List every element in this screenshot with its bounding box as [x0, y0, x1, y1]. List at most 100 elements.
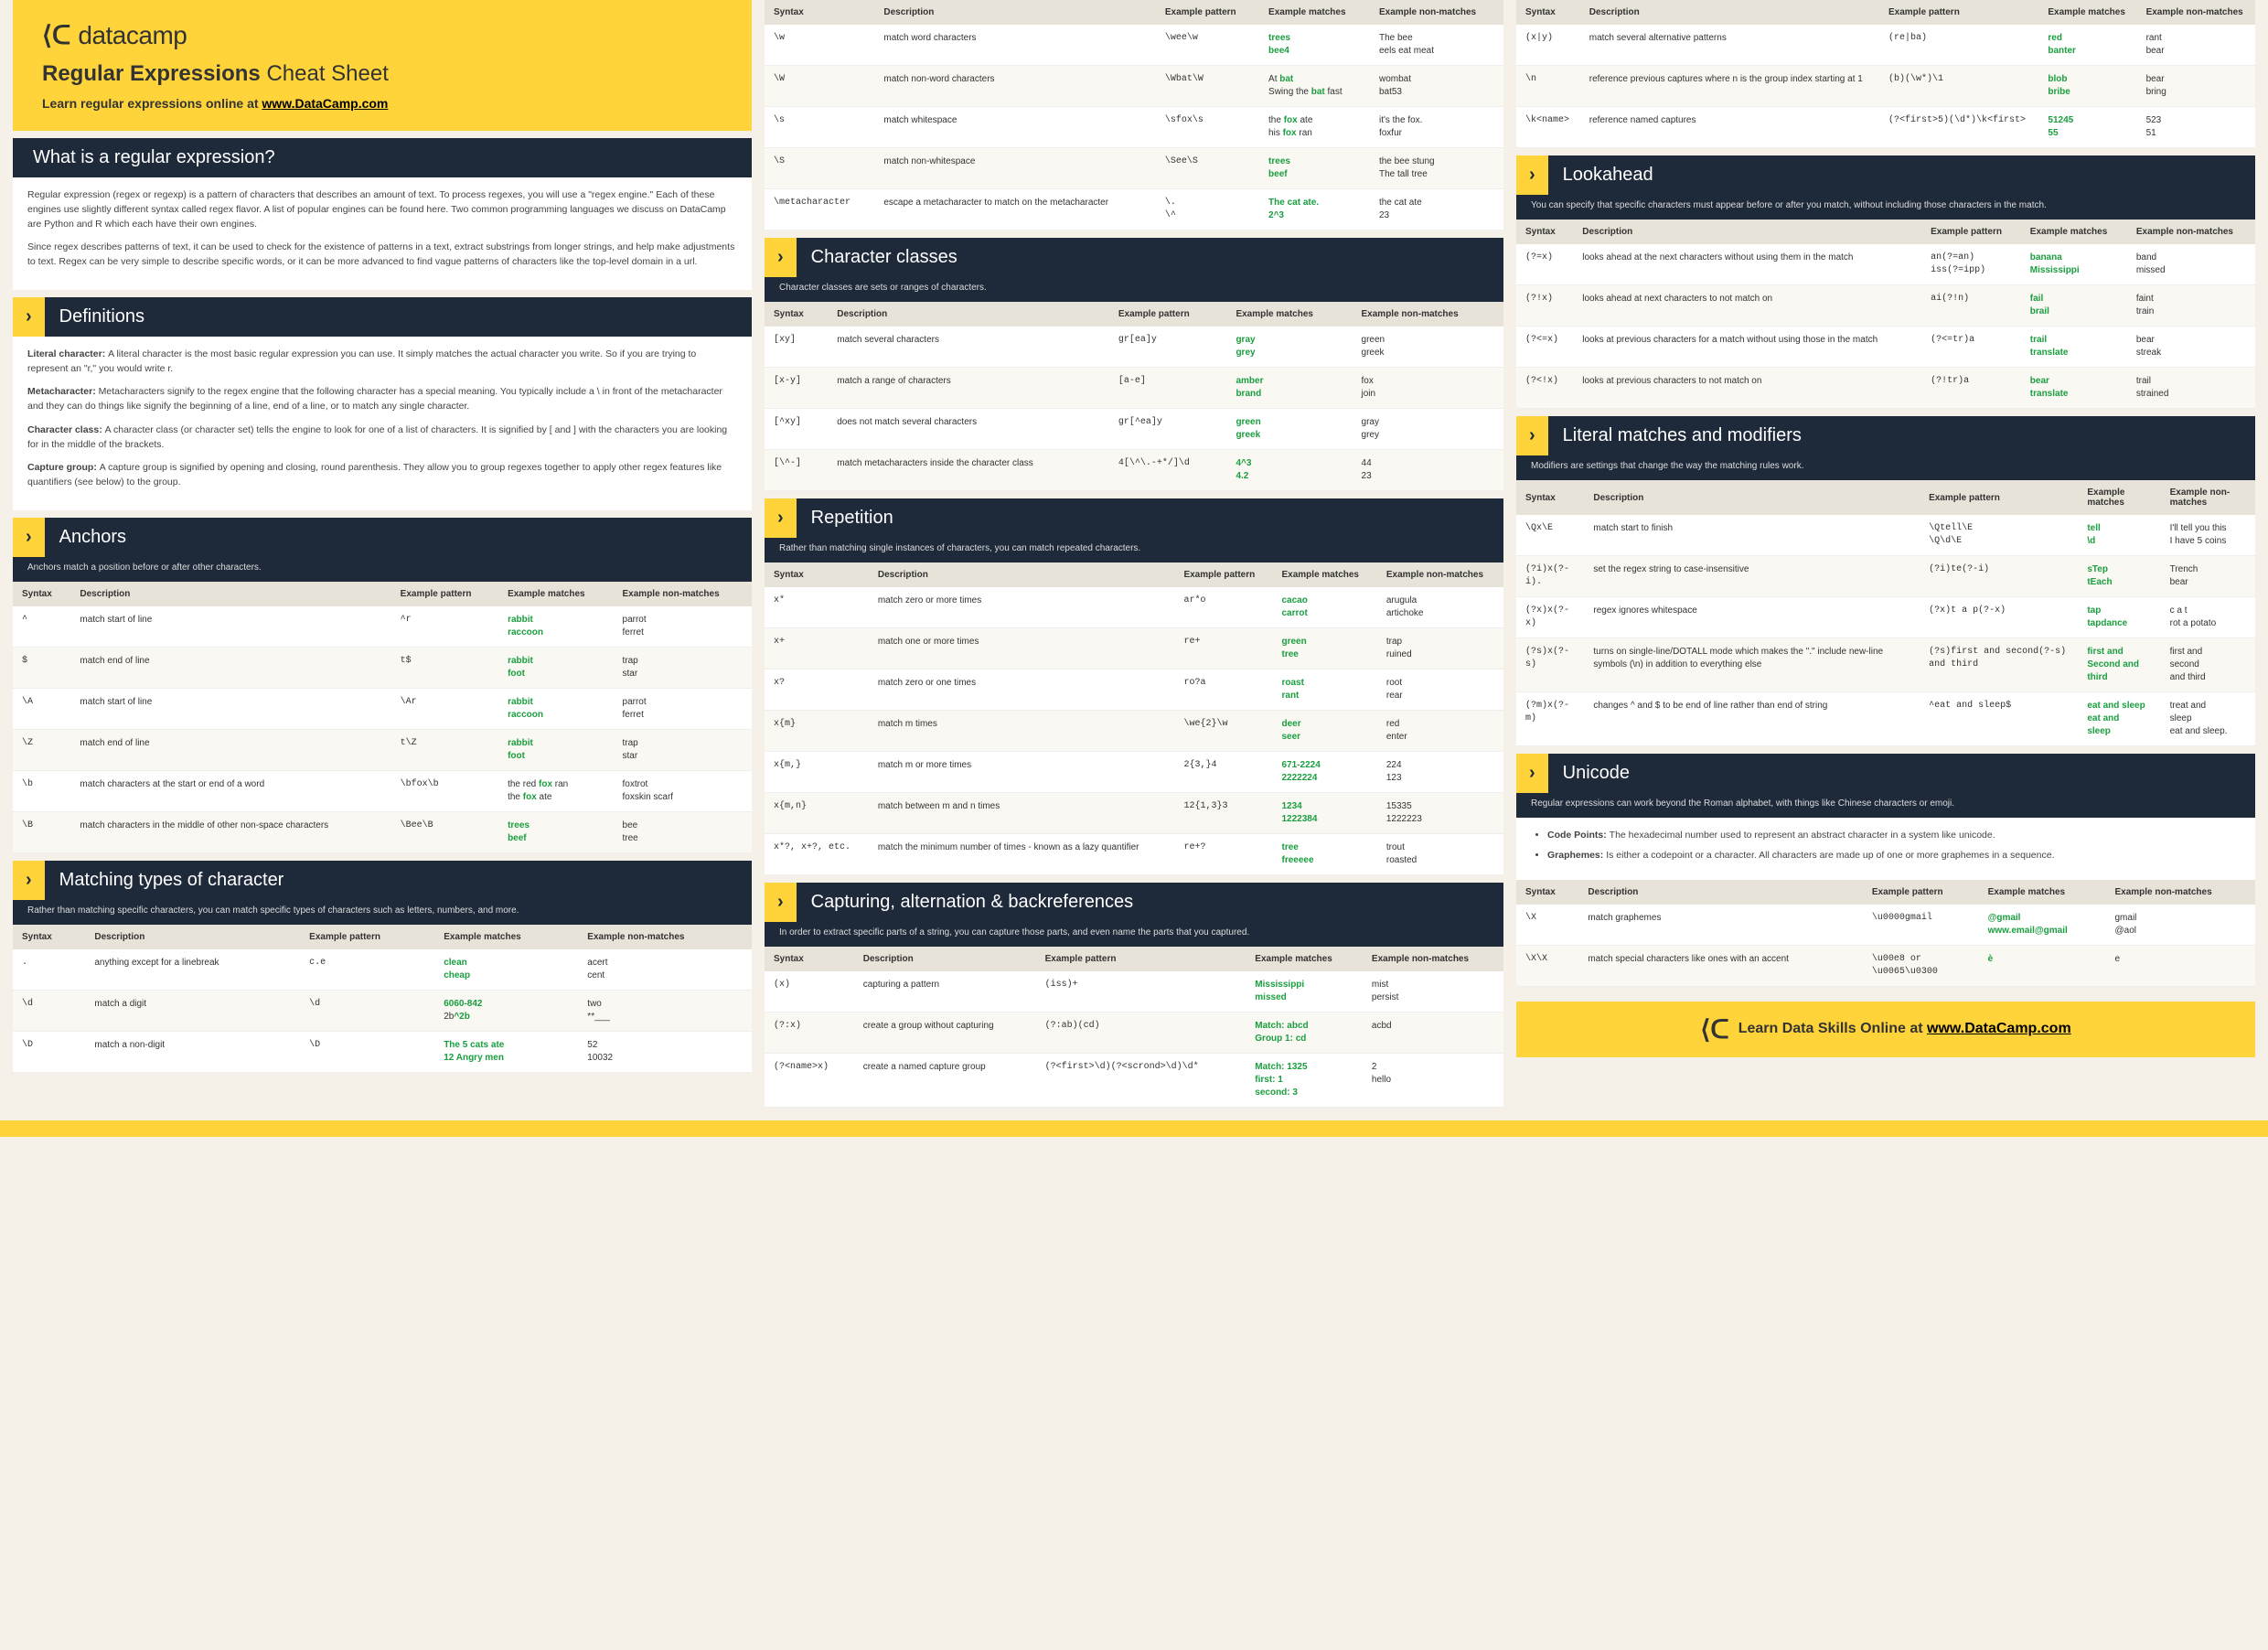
table-row: x*?, x+?, etc.match the minimum number o… — [765, 834, 1503, 875]
table-cell: reference previous captures where n is t… — [1580, 66, 1879, 107]
footer-link[interactable]: www.DataCamp.com — [1927, 1021, 2071, 1036]
table-cell: 4^34.2 — [1226, 450, 1352, 491]
table-cell: (?:x) — [765, 1012, 854, 1054]
table-cell: trapstar — [614, 647, 752, 688]
table-cell: 4423 — [1353, 450, 1503, 491]
section-char-classes: › Character classes Character classes ar… — [765, 238, 1503, 491]
table-cell: \n — [1516, 66, 1580, 107]
table-cell: foxtrotfoxskin scarf — [614, 770, 752, 811]
col-header: Description — [70, 582, 390, 606]
table-cell: (?<first>5)(\d*)\k<first> — [1879, 107, 2038, 148]
table-cell: rantbear — [2137, 25, 2255, 66]
col-header: Description — [874, 0, 1155, 25]
table-cell: (?:ab)(cd) — [1036, 1012, 1246, 1054]
table-cell: rabbitfoot — [498, 647, 613, 688]
table-cell: \Qx\E — [1516, 515, 1584, 556]
table-cell: the bee stungThe tall tree — [1370, 148, 1503, 189]
table-cell: it's the fox.foxfur — [1370, 107, 1503, 148]
table-cell: match non-whitespace — [874, 148, 1155, 189]
section-desc: Rather than matching single instances of… — [765, 538, 1503, 562]
table-cell: treesbee4 — [1259, 25, 1370, 66]
table-row: .anything except for a linebreakc.eclean… — [13, 949, 752, 991]
table-cell: match zero or one times — [869, 670, 1175, 711]
logo: ⟨ᑕ datacamp — [42, 20, 722, 50]
table-cell: (?x)x(?-x) — [1516, 597, 1584, 638]
col-header: Example pattern — [1879, 0, 2038, 25]
table-cell: x{m} — [765, 711, 869, 752]
table-row: (?!x)looks ahead at next characters to n… — [1516, 285, 2255, 327]
col-header: Syntax — [765, 562, 869, 587]
col-header: Syntax — [13, 582, 70, 606]
table-cell: 4[\^\.-+*/]\d — [1109, 450, 1227, 491]
table-cell: x+ — [765, 628, 869, 670]
capturing-cont-table: SyntaxDescriptionExample patternExample … — [1516, 0, 2255, 148]
table-cell: match between m and n times — [869, 793, 1175, 834]
table-cell: treesbeef — [498, 811, 613, 852]
section-title: Character classes — [797, 238, 1503, 277]
table-cell: Trenchbear — [2161, 556, 2255, 597]
table-cell: escape a metacharacter to match on the m… — [874, 189, 1155, 230]
table-cell: match several alternative patterns — [1580, 25, 1879, 66]
table-cell: 671-22242222224 — [1273, 752, 1377, 793]
table-cell: create a group without capturing — [854, 1012, 1036, 1054]
table-row: [x-y]match a range of characters[a-e]amb… — [765, 368, 1503, 409]
table-cell: gmail@aol — [2105, 905, 2255, 946]
table-cell: amberbrand — [1226, 368, 1352, 409]
section-whatis: What is a regular expression? Regular ex… — [13, 138, 752, 290]
repetition-table: SyntaxDescriptionExample patternExample … — [765, 562, 1503, 875]
col-header: Example non-matches — [1353, 302, 1503, 327]
table-cell: regex ignores whitespace — [1584, 597, 1920, 638]
col-header: Description — [85, 925, 300, 949]
table-cell: (x|y) — [1516, 25, 1580, 66]
col-header: Example non-matches — [1377, 562, 1503, 587]
header-link[interactable]: www.DataCamp.com — [262, 96, 388, 111]
table-cell: trailstrained — [2127, 368, 2255, 409]
table-cell: match m times — [869, 711, 1175, 752]
col-header: Syntax — [1516, 480, 1584, 515]
table-cell: match non-word characters — [874, 66, 1155, 107]
table-cell: \See\S — [1156, 148, 1259, 189]
table-cell: match end of line — [70, 647, 390, 688]
table-cell: the fox atehis fox ran — [1259, 107, 1370, 148]
table-cell: trapstar — [614, 729, 752, 770]
footer-cta: ⟨ᑕ Learn Data Skills Online at www.DataC… — [1516, 1002, 2255, 1057]
table-cell: create a named capture group — [854, 1054, 1036, 1108]
table-row: (?:x)create a group without capturing(?:… — [765, 1012, 1503, 1054]
section-desc: Character classes are sets or ranges of … — [765, 277, 1503, 302]
table-cell: greengreek — [1353, 327, 1503, 368]
col-header: Example pattern — [1920, 480, 2078, 515]
table-cell: The cat ate.2^3 — [1259, 189, 1370, 230]
table-row: \X\Xmatch special characters like ones w… — [1516, 945, 2255, 986]
table-cell: re+? — [1174, 834, 1272, 875]
col-header: Example non-matches — [2127, 220, 2255, 244]
section-title: Repetition — [797, 498, 1503, 538]
table-row: (?s)x(?-s)turns on single-line/DOTALL mo… — [1516, 638, 2255, 692]
table-cell: (?!x) — [1516, 285, 1573, 327]
table-cell: an(?=an)iss(?=ipp) — [1921, 244, 2021, 285]
table-cell: match end of line — [70, 729, 390, 770]
table-cell: changes ^ and $ to be end of line rather… — [1584, 692, 1920, 746]
table-cell: x? — [765, 670, 869, 711]
table-row: ^match start of line^rrabbitraccoonparro… — [13, 606, 752, 648]
table-cell: match graphemes — [1578, 905, 1862, 946]
table-cell: treefreeeee — [1273, 834, 1377, 875]
table-cell: taptapdance — [2078, 597, 2160, 638]
col-header: Example matches — [498, 582, 613, 606]
table-cell: c.e — [300, 949, 434, 991]
table-row: (x)capturing a pattern(iss)+Mississippim… — [765, 971, 1503, 1012]
section-anchors: › Anchors Anchors match a position befor… — [13, 518, 752, 853]
table-row: \Wmatch non-word characters\Wbat\WAt bat… — [765, 66, 1503, 107]
char-classes-table: SyntaxDescriptionExample patternExample … — [765, 302, 1503, 491]
table-row: \dmatch a digit\d6060-8422b^2btwo**___ — [13, 990, 752, 1031]
chevron-icon: › — [13, 518, 45, 557]
table-cell: beetree — [614, 811, 752, 852]
table-cell: \B — [13, 811, 70, 852]
col-header: Syntax — [1516, 220, 1573, 244]
table-cell: trailtranslate — [2021, 327, 2127, 368]
table-cell: looks at previous characters to not matc… — [1573, 368, 1921, 409]
table-cell: greengreek — [1226, 409, 1352, 450]
table-cell: beartranslate — [2021, 368, 2127, 409]
table-cell: \we{2}\w — [1174, 711, 1272, 752]
table-cell: 6060-8422b^2b — [434, 990, 578, 1031]
table-cell: t$ — [391, 647, 498, 688]
